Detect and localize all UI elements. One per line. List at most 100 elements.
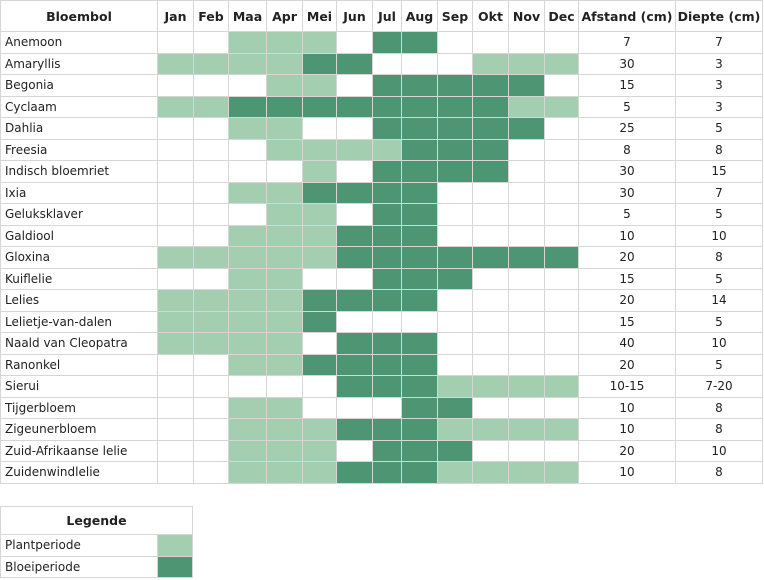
- bloei-cell: [372, 160, 402, 183]
- empty-cell: [157, 353, 194, 376]
- bloei-cell: [401, 181, 438, 204]
- plant-cell: [266, 396, 303, 419]
- table-row: Kuiflelie 15 5: [0, 267, 763, 290]
- empty-cell: [336, 31, 373, 54]
- spacing: 15: [578, 267, 676, 290]
- spacing: 10-15: [578, 375, 676, 398]
- empty-cell: [372, 52, 402, 75]
- bloei-cell: [472, 160, 509, 183]
- empty-cell: [508, 310, 545, 333]
- column-header: Afstand (cm): [578, 0, 676, 32]
- bulb-name: Tijgerbloem: [0, 396, 158, 419]
- column-header: Aug: [401, 0, 438, 32]
- empty-cell: [302, 332, 337, 355]
- bloei-cell: [228, 95, 267, 118]
- bulb-name: Indisch bloemriet: [0, 160, 158, 183]
- depth: 3: [675, 52, 763, 75]
- spacing: 40: [578, 332, 676, 355]
- bulb-name: Ixia: [0, 181, 158, 204]
- bloei-cell: [437, 396, 473, 419]
- column-header: Diepte (cm): [675, 0, 763, 32]
- table-row: Lelietje-van-dalen 15 5: [0, 310, 763, 333]
- bulb-name: Gloxina: [0, 246, 158, 269]
- plant-cell: [544, 95, 579, 118]
- empty-cell: [157, 138, 194, 161]
- plant-cell: [157, 246, 194, 269]
- depth: 3: [675, 95, 763, 118]
- plant-cell: [266, 267, 303, 290]
- empty-cell: [157, 375, 194, 398]
- depth: 5: [675, 203, 763, 226]
- bloei-cell: [302, 353, 337, 376]
- bloei-cell: [302, 52, 337, 75]
- depth: 8: [675, 138, 763, 161]
- empty-cell: [544, 310, 579, 333]
- bloei-cell: [372, 418, 402, 441]
- table-row: Freesia 8 8: [0, 138, 763, 161]
- header-row: Bloembol Jan Feb Maa Apr Mei Jun Jul Aug Sep Okt No…: [0, 0, 763, 32]
- spacing: 15: [578, 74, 676, 97]
- bulb-name: Dahlia: [0, 117, 158, 140]
- depth: 3: [675, 74, 763, 97]
- plant-cell: [193, 95, 229, 118]
- bloei-cell: [372, 439, 402, 462]
- empty-cell: [302, 267, 337, 290]
- plant-cell: [472, 375, 509, 398]
- empty-cell: [544, 117, 579, 140]
- bloei-cell: [401, 203, 438, 226]
- column-header: Dec: [544, 0, 579, 32]
- spacing: 8: [578, 138, 676, 161]
- empty-cell: [437, 181, 473, 204]
- plant-cell: [266, 418, 303, 441]
- empty-cell: [508, 138, 545, 161]
- plant-cell: [544, 52, 579, 75]
- table-row: Begonia 15 3: [0, 74, 763, 97]
- plant-cell: [193, 52, 229, 75]
- bloei-cell: [372, 224, 402, 247]
- bloei-cell: [508, 117, 545, 140]
- empty-cell: [437, 203, 473, 226]
- empty-cell: [544, 31, 579, 54]
- empty-cell: [437, 224, 473, 247]
- table-row: Geluksklaver 5 5: [0, 203, 763, 226]
- spacing: 20: [578, 289, 676, 312]
- plant-cell: [302, 418, 337, 441]
- empty-cell: [508, 396, 545, 419]
- column-header: Mei: [302, 0, 337, 32]
- empty-cell: [193, 181, 229, 204]
- empty-cell: [228, 74, 267, 97]
- empty-cell: [336, 439, 373, 462]
- empty-cell: [508, 332, 545, 355]
- empty-cell: [508, 203, 545, 226]
- table-row: Zuidenwindlelie 10 8: [0, 461, 763, 484]
- empty-cell: [544, 332, 579, 355]
- plant-cell: [508, 52, 545, 75]
- legend-swatch: [156, 555, 194, 578]
- empty-cell: [266, 375, 303, 398]
- plant-cell: [266, 353, 303, 376]
- bloei-cell: [472, 117, 509, 140]
- plant-cell: [266, 246, 303, 269]
- empty-cell: [508, 439, 545, 462]
- bloei-cell: [372, 332, 402, 355]
- bloei-cell: [336, 332, 373, 355]
- spacing: 25: [578, 117, 676, 140]
- empty-cell: [544, 160, 579, 183]
- plant-cell: [508, 375, 545, 398]
- legend-title: Legende: [0, 506, 194, 535]
- plant-cell: [508, 95, 545, 118]
- bloei-cell: [266, 95, 303, 118]
- empty-cell: [228, 375, 267, 398]
- plant-cell: [302, 224, 337, 247]
- bloei-cell: [401, 246, 438, 269]
- column-header: Jun: [336, 0, 373, 32]
- bloei-cell: [437, 117, 473, 140]
- column-header: Maa: [228, 0, 267, 32]
- empty-cell: [508, 267, 545, 290]
- bulb-name: Cyclaam: [0, 95, 158, 118]
- bloei-cell: [401, 289, 438, 312]
- table-row: Sierui 10-15 7-20: [0, 375, 763, 398]
- plant-cell: [228, 439, 267, 462]
- empty-cell: [336, 160, 373, 183]
- plant-cell: [228, 461, 267, 484]
